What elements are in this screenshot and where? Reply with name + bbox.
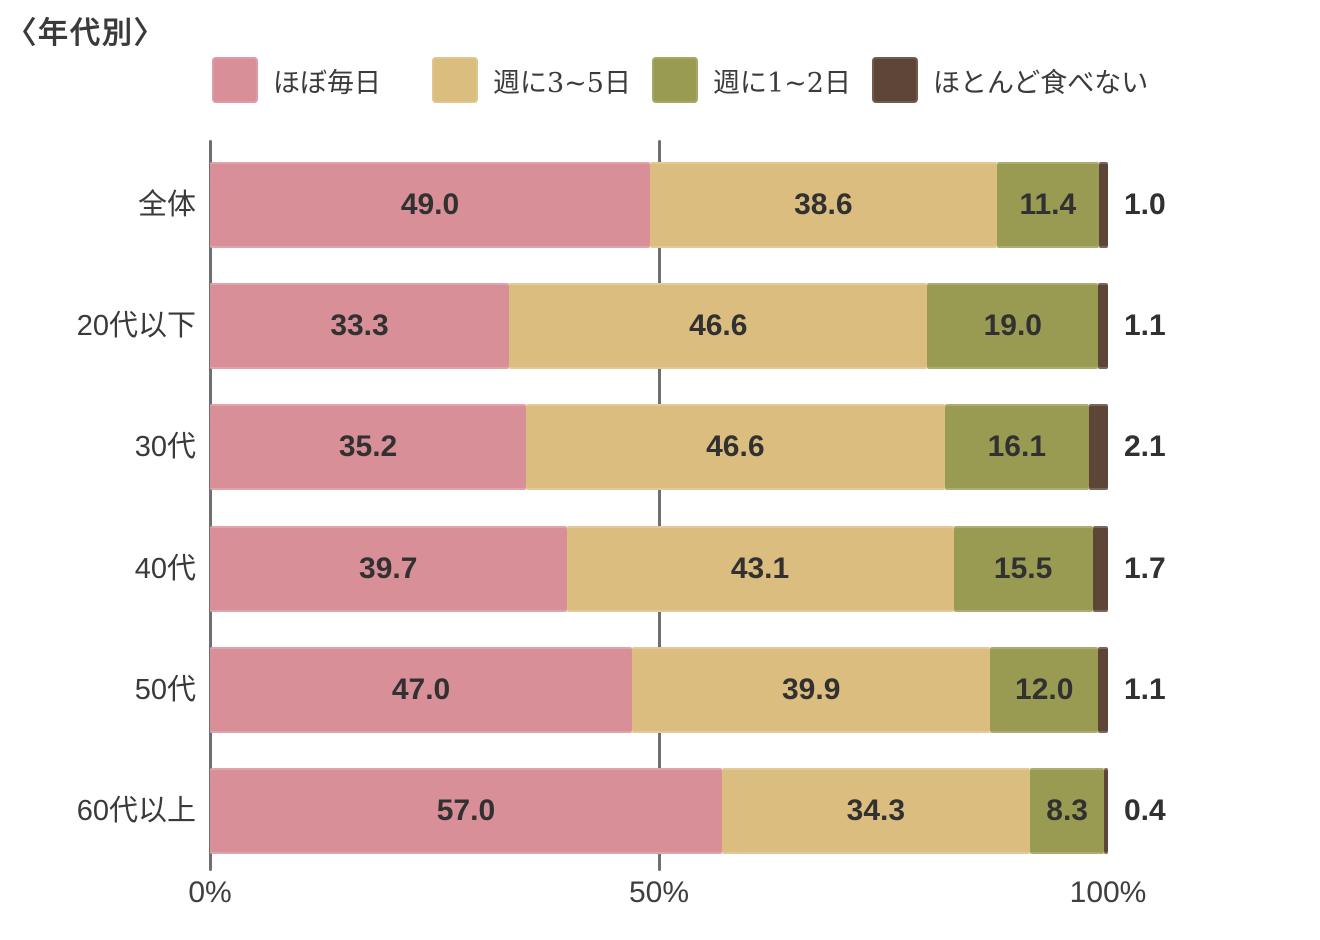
segment-value: 12.0 <box>1015 673 1074 706</box>
segment-value-outside: 1.1 <box>1124 309 1166 342</box>
bar-segment-3: 12.0 <box>990 647 1099 733</box>
bar-segment-4 <box>1098 283 1108 369</box>
segment-value: 8.3 <box>1046 794 1088 827</box>
bar-segment-4 <box>1089 404 1108 490</box>
bar-row: 60代以上 57.0 34.3 8.3 0.4 <box>0 768 1320 854</box>
segment-value: 49.0 <box>400 188 460 221</box>
legend-swatch-4 <box>872 57 918 103</box>
bar-segment-3: 16.1 <box>944 404 1090 490</box>
bar-segment-1: 35.2 <box>210 404 527 490</box>
bar-segment-3: 11.4 <box>996 162 1099 248</box>
segment-value: 38.6 <box>794 188 853 221</box>
bar-row: 全体 49.0 38.6 11.4 1.0 <box>0 162 1320 248</box>
bar-segment-4 <box>1092 526 1108 612</box>
legend-label-2: 週に3~5日 <box>493 67 631 99</box>
segment-value: 33.3 <box>330 309 389 342</box>
category-label: 全体 <box>137 189 196 221</box>
bar-row: 50代 47.0 39.9 12.0 1.1 <box>0 647 1320 733</box>
bar-segment-3: 15.5 <box>953 526 1093 612</box>
stacked-bar: 49.0 38.6 11.4 <box>210 162 1108 248</box>
legend-item-1: ほぼ毎日 <box>212 57 432 103</box>
category-label: 50代 <box>134 674 196 706</box>
bar-segment-2: 34.3 <box>721 768 1030 854</box>
bar-segment-1: 47.0 <box>210 647 633 733</box>
gridline-0 <box>209 140 212 871</box>
segment-value: 35.2 <box>338 430 398 463</box>
chart-title: 〈年代別〉 <box>6 17 166 50</box>
segment-value: 16.1 <box>987 430 1047 463</box>
segment-value: 47.0 <box>391 673 451 706</box>
stacked-bar: 35.2 46.6 16.1 <box>210 404 1108 490</box>
bar-segment-1: 57.0 <box>210 768 722 854</box>
segment-value: 43.1 <box>730 552 790 585</box>
stacked-bar: 47.0 39.9 12.0 <box>210 647 1108 733</box>
segment-value-outside: 2.1 <box>1124 430 1166 463</box>
bar-segment-1: 33.3 <box>210 283 510 369</box>
legend-label-1: ほぼ毎日 <box>273 67 381 99</box>
bar-segment-2: 46.6 <box>526 404 945 490</box>
segment-value: 39.7 <box>359 552 418 585</box>
segment-value-outside: 1.0 <box>1124 188 1166 221</box>
category-label: 20代以下 <box>76 310 196 342</box>
bar-row: 30代 35.2 46.6 16.1 2.1 <box>0 404 1320 490</box>
segment-value: 46.6 <box>706 430 765 463</box>
bar-segment-1: 49.0 <box>210 162 651 248</box>
legend: ほぼ毎日 週に3~5日 週に1~2日 ほとんど食べない <box>212 57 1148 103</box>
bar-segment-2: 43.1 <box>566 526 954 612</box>
legend-item-4: ほとんど食べない <box>872 57 1148 103</box>
category-label: 30代 <box>134 431 196 463</box>
segment-value: 46.6 <box>689 309 748 342</box>
stacked-bar: 57.0 34.3 8.3 <box>210 768 1108 854</box>
x-tick-100: 100% <box>1069 876 1147 909</box>
category-label: 40代 <box>134 553 196 585</box>
legend-swatch-1 <box>212 57 258 103</box>
stacked-bar: 39.7 43.1 15.5 <box>210 526 1108 612</box>
x-tick-0: 0% <box>188 876 232 909</box>
bar-segment-3: 8.3 <box>1029 768 1105 854</box>
segment-value: 11.4 <box>1019 188 1077 221</box>
legend-swatch-2 <box>432 57 478 103</box>
stacked-bar: 33.3 46.6 19.0 <box>210 283 1108 369</box>
category-label: 60代以上 <box>76 795 196 827</box>
segment-value: 15.5 <box>993 552 1053 585</box>
segment-value: 39.9 <box>782 673 841 706</box>
bar-segment-1: 39.7 <box>210 526 567 612</box>
bar-segment-3: 19.0 <box>927 283 1099 369</box>
legend-label-3: 週に1~2日 <box>713 67 851 99</box>
bar-segment-2: 39.9 <box>632 647 991 733</box>
segment-value-outside: 1.7 <box>1124 552 1166 585</box>
segment-value: 57.0 <box>436 794 496 827</box>
segment-value-outside: 0.4 <box>1124 794 1166 827</box>
bar-segment-4 <box>1099 162 1108 248</box>
segment-value: 19.0 <box>983 309 1042 342</box>
legend-item-2: 週に3~5日 <box>432 57 652 103</box>
bar-row: 20代以下 33.3 46.6 19.0 1.1 <box>0 283 1320 369</box>
bar-segment-4 <box>1098 647 1108 733</box>
segment-value: 34.3 <box>846 794 906 827</box>
bar-segment-4 <box>1104 768 1108 854</box>
bar-row: 40代 39.7 43.1 15.5 1.7 <box>0 526 1320 612</box>
legend-label-4: ほとんど食べない <box>933 67 1149 99</box>
segment-value-outside: 1.1 <box>1124 673 1166 706</box>
legend-swatch-3 <box>652 57 698 103</box>
x-tick-50: 50% <box>628 876 690 909</box>
gridline-50 <box>658 140 661 871</box>
bar-segment-2: 46.6 <box>509 283 928 369</box>
bar-segment-2: 38.6 <box>650 162 997 248</box>
legend-item-3: 週に1~2日 <box>652 57 872 103</box>
